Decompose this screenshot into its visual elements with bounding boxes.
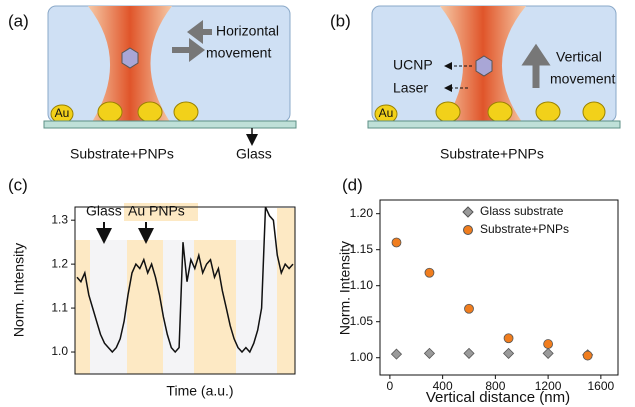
point (390, 348, 403, 360)
ucnp (475, 55, 493, 77)
x-axis-label: Vertical distance (nm) (426, 389, 570, 406)
x-tick-label: 1600 (588, 379, 615, 393)
glass-label: Glass (236, 146, 272, 162)
annotation: Horizontal (216, 23, 279, 39)
y-tick-label: 1.00 (350, 350, 374, 364)
point (391, 237, 402, 248)
plot-frame (74, 206, 296, 375)
annotation: Vertical (556, 49, 602, 65)
ucnp (121, 47, 139, 69)
annotation: movement (206, 45, 271, 61)
substrate (367, 120, 621, 129)
panel-label: (d) (342, 175, 363, 194)
ucnp-label: UCNP (393, 57, 433, 73)
point (582, 350, 593, 361)
x-axis-label: Time (a.u.) (166, 383, 233, 399)
au-label: Au (379, 106, 394, 120)
x-tick-label: 800 (485, 379, 505, 393)
x-tick-label: 1200 (535, 379, 562, 393)
arrow-up (521, 43, 551, 88)
point (542, 347, 554, 359)
y-tick-label: 1.15 (350, 242, 374, 256)
laser-label: Laser (393, 80, 428, 96)
point (423, 347, 436, 359)
plot-frame (379, 199, 619, 376)
y-axis-label: Norm. Intensity (337, 241, 353, 335)
au-label: Au (55, 106, 70, 120)
panel-b: (b) Au UCNP Laser Vertical movement Subs… (330, 5, 621, 162)
substrate-label: Substrate+PNPs (440, 146, 544, 162)
y-tick-label: 1.1 (51, 300, 68, 314)
au-particles (374, 101, 606, 124)
y-tick-label: 1.3 (51, 212, 68, 226)
point (503, 333, 514, 344)
legend-swatch (463, 225, 473, 235)
panel-label: (c) (8, 175, 28, 194)
point (543, 339, 554, 349)
arrow-right (172, 38, 205, 62)
x-tick-label: 0 (387, 379, 394, 393)
legend-label: Substrate+PNPs (480, 222, 569, 236)
y-tick-label: 1.0 (51, 344, 68, 358)
panel-label: (b) (330, 11, 351, 30)
legend-swatch (462, 206, 474, 218)
point (463, 347, 475, 359)
substrate-label: Substrate+PNPs (70, 146, 174, 162)
trace (76, 206, 294, 354)
y-tick-label: 1.2 (51, 256, 68, 270)
y-tick-label: 1.05 (350, 314, 374, 328)
y-tick-label: 1.20 (350, 206, 374, 220)
annotation: Au PNPs (128, 203, 185, 219)
y-axis-label: Norm. Intensity (11, 243, 27, 337)
point (502, 347, 515, 359)
y-tick-label: 1.10 (350, 278, 374, 292)
point (464, 303, 474, 314)
annotation: Glass (86, 203, 122, 219)
arrow-left (187, 20, 212, 44)
point (424, 267, 435, 278)
legend-label: Glass substrate (480, 204, 564, 218)
panel-a: (a) Au Horizontal movement Substrate+PNP… (8, 5, 297, 162)
annotation: movement (550, 71, 615, 87)
panel-label: (a) (8, 11, 29, 30)
x-tick-label: 400 (433, 379, 453, 393)
substrate (43, 120, 297, 129)
